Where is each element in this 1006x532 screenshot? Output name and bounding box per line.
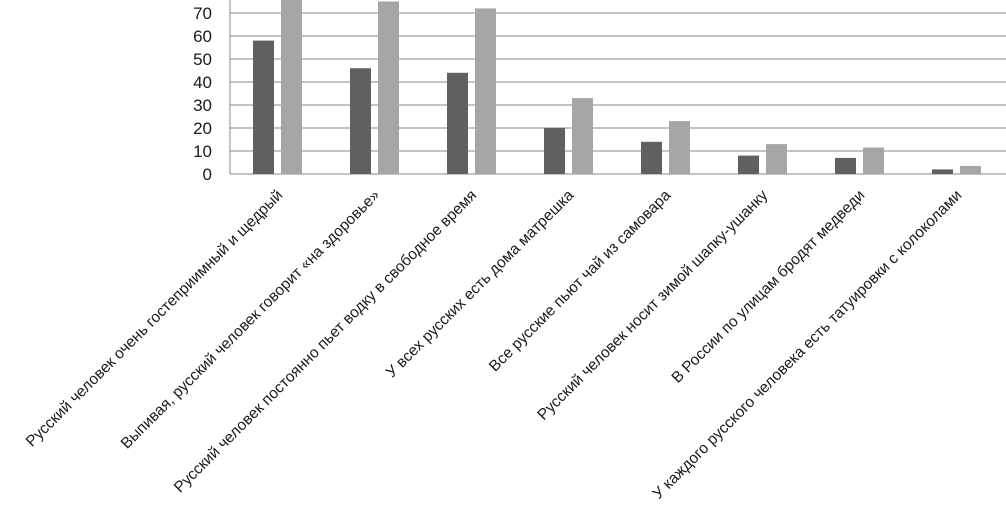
bar-series-1: [641, 141, 662, 174]
y-tick-label: 70: [193, 4, 212, 23]
bar-series-1: [932, 169, 953, 174]
bar-series-1: [350, 68, 371, 174]
y-tick-label: 20: [193, 119, 212, 138]
category-label: У всех русских есть дома матрешка: [383, 187, 578, 382]
bar-series-2: [669, 121, 690, 174]
x-axis-category-labels: Русский человек очень гостеприимный и ще…: [23, 187, 966, 503]
bar-series-2: [572, 98, 593, 174]
bar-series-1: [544, 128, 565, 174]
category-label: У каждого русского человека есть татуиро…: [650, 187, 966, 503]
y-tick-label: 60: [193, 27, 212, 46]
y-tick-label: 40: [193, 73, 212, 92]
y-tick-label: 10: [193, 142, 212, 161]
y-tick-label: 30: [193, 96, 212, 115]
bar-series-1: [253, 40, 274, 174]
bar-series-2: [475, 8, 496, 175]
category-label: В России по улицам бродят медведи: [669, 187, 869, 387]
bar-series-2: [960, 165, 981, 174]
bar-series-2: [281, 0, 302, 175]
bars: [253, 0, 981, 175]
category-label: Русский человек носит зимой шапку-ушанку: [534, 187, 771, 424]
bar-series-2: [378, 1, 399, 174]
bar-series-1: [738, 155, 759, 174]
bar-series-2: [766, 144, 787, 174]
bar-series-1: [447, 72, 468, 174]
category-label: Все русские пьют чай из самовара: [486, 187, 675, 376]
y-axis-tick-labels: 0 10 20 30 40 50 60 70: [193, 4, 212, 184]
bar-series-2: [863, 147, 884, 174]
gridlines: [229, 0, 1006, 175]
y-tick-label: 50: [193, 50, 212, 69]
bar-series-1: [835, 157, 856, 174]
y-tick-label: 0: [203, 165, 212, 184]
